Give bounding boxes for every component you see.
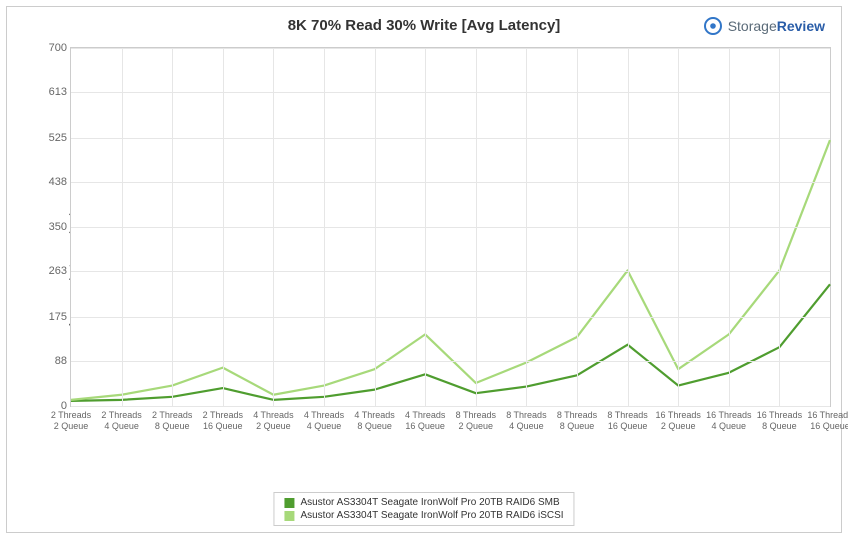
legend-swatch [284, 498, 294, 508]
brand-text-1: Storage [728, 18, 777, 34]
gridline-h [71, 138, 830, 139]
gridline-h [71, 317, 830, 318]
gridline-h [71, 48, 830, 49]
y-tick-label: 263 [35, 265, 67, 277]
gridline-v [425, 48, 426, 406]
gridline-h [71, 406, 830, 407]
gridline-v [729, 48, 730, 406]
gridline-v [678, 48, 679, 406]
brand-icon [704, 17, 722, 35]
y-tick-label: 350 [35, 221, 67, 233]
legend: Asustor AS3304T Seagate IronWolf Pro 20T… [273, 492, 574, 526]
gridline-v [122, 48, 123, 406]
gridline-v [526, 48, 527, 406]
gridline-v [223, 48, 224, 406]
gridline-v [172, 48, 173, 406]
gridline-v [273, 48, 274, 406]
chart-container: 8K 70% Read 30% Write [Avg Latency] Stor… [6, 6, 842, 533]
gridline-v [779, 48, 780, 406]
y-tick-label: 525 [35, 132, 67, 144]
gridline-h [71, 361, 830, 362]
y-tick-label: 88 [35, 355, 67, 367]
gridline-h [71, 227, 830, 228]
legend-label: Asustor AS3304T Seagate IronWolf Pro 20T… [300, 497, 559, 508]
y-tick-label: 175 [35, 311, 67, 323]
gridline-h [71, 271, 830, 272]
legend-label: Asustor AS3304T Seagate IronWolf Pro 20T… [300, 510, 563, 521]
legend-swatch [284, 511, 294, 521]
y-tick-label: 438 [35, 176, 67, 188]
plot-wrap: 0881752633504385256137002 Threads2 Queue… [65, 47, 831, 447]
gridline-h [71, 92, 830, 93]
plot-area: 0881752633504385256137002 Threads2 Queue… [70, 47, 831, 407]
legend-item: Asustor AS3304T Seagate IronWolf Pro 20T… [284, 497, 563, 508]
y-tick-label: 613 [35, 86, 67, 98]
gridline-h [71, 182, 830, 183]
x-tick-label: 16 Threads16 Queue [800, 410, 848, 432]
gridline-v [324, 48, 325, 406]
brand-logo: StorageReview [704, 17, 825, 35]
gridline-v [476, 48, 477, 406]
gridline-v [628, 48, 629, 406]
y-tick-label: 700 [35, 42, 67, 54]
legend-item: Asustor AS3304T Seagate IronWolf Pro 20T… [284, 510, 563, 521]
gridline-v [577, 48, 578, 406]
brand-text-2: Review [777, 18, 825, 34]
gridline-v [375, 48, 376, 406]
